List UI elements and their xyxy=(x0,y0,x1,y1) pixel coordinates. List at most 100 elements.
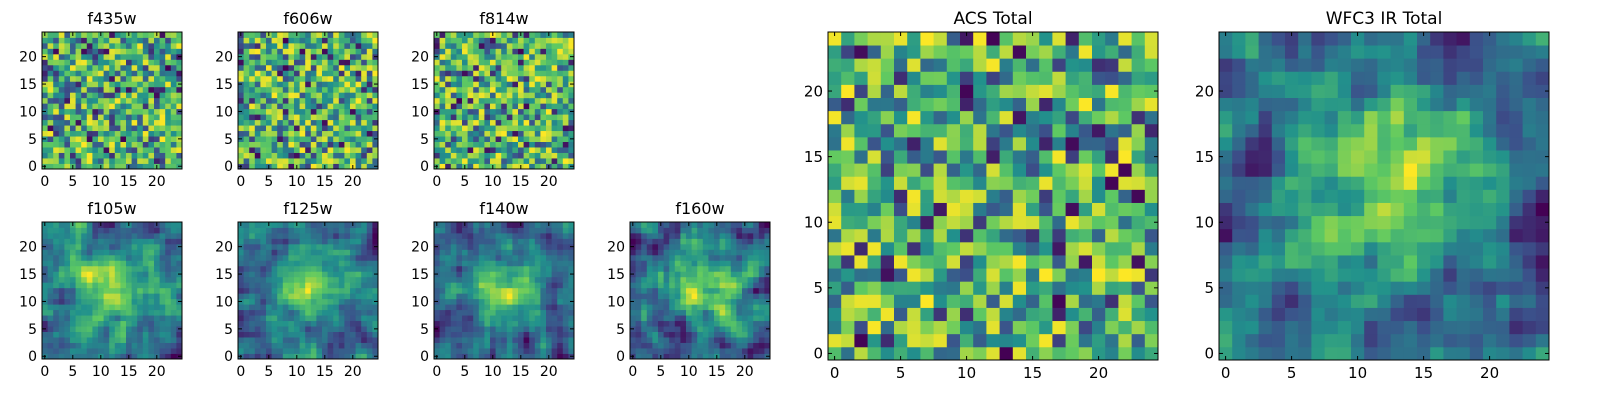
heatmap-cell xyxy=(243,353,250,360)
heatmap-cell xyxy=(316,243,323,250)
heatmap-cell xyxy=(243,238,250,245)
heatmap-cell xyxy=(730,243,737,250)
heatmap-cell xyxy=(277,32,284,38)
heatmap-cell xyxy=(546,315,552,322)
heatmap-cell xyxy=(880,294,895,308)
heatmap-cell xyxy=(249,287,256,294)
heatmap-cell xyxy=(635,320,642,327)
heatmap-cell xyxy=(986,268,1000,282)
heatmap-cell xyxy=(484,70,491,77)
heatmap-cell xyxy=(551,265,558,272)
heatmap-cell xyxy=(473,130,480,137)
heatmap-cell xyxy=(551,293,558,300)
heatmap-cell xyxy=(529,37,536,44)
heatmap-cell xyxy=(75,249,82,256)
heatmap-cell xyxy=(338,141,345,148)
heatmap-cell xyxy=(254,103,261,110)
heatmap-cell xyxy=(562,97,569,104)
heatmap-cell xyxy=(501,81,508,88)
heatmap-cell xyxy=(445,331,452,338)
heatmap-cell xyxy=(42,315,48,322)
heatmap-cell xyxy=(170,75,177,82)
heatmap-cell xyxy=(98,48,104,55)
heatmap-cell xyxy=(58,70,65,77)
heatmap-cell xyxy=(557,130,564,137)
heatmap-cell xyxy=(999,268,1014,282)
heatmap-cell xyxy=(439,75,446,82)
heatmap-cell xyxy=(305,163,312,170)
heatmap-cell xyxy=(646,326,653,332)
heatmap-cell xyxy=(344,114,351,121)
heatmap-cell xyxy=(506,59,513,66)
heatmap-cell xyxy=(64,48,71,55)
heatmap-cell xyxy=(506,97,513,104)
heatmap-cell xyxy=(730,304,737,311)
heatmap-cell xyxy=(355,260,362,267)
heatmap-cell xyxy=(131,103,138,110)
heatmap-cell xyxy=(686,320,692,327)
heatmap-cell xyxy=(322,53,328,60)
heatmap-cell xyxy=(64,86,71,93)
heatmap-cell xyxy=(53,114,60,121)
heatmap-cell xyxy=(445,108,452,115)
heatmap-cell xyxy=(137,232,144,239)
heatmap-cell xyxy=(131,108,138,115)
heatmap-cell xyxy=(366,125,373,132)
heatmap-cell xyxy=(708,315,715,322)
heatmap-cell xyxy=(512,243,519,250)
heatmap-cell xyxy=(120,326,127,332)
heatmap-cell xyxy=(439,222,446,228)
heatmap-cell xyxy=(478,136,485,142)
heatmap-cell xyxy=(372,119,379,126)
heatmap-cell xyxy=(490,287,496,294)
heatmap-cell xyxy=(344,158,351,164)
heatmap-cell xyxy=(355,320,362,327)
heatmap-cell xyxy=(170,64,177,71)
heatmap-cell xyxy=(316,331,323,338)
heatmap-cell xyxy=(322,119,328,126)
heatmap-cell xyxy=(562,48,569,55)
heatmap-cell xyxy=(467,37,474,44)
heatmap-cell xyxy=(973,333,987,348)
heatmap-cell xyxy=(282,249,289,256)
heatmap-cell xyxy=(75,298,82,305)
heatmap-cell xyxy=(86,348,93,354)
heatmap-cell xyxy=(758,260,765,267)
heatmap-cell xyxy=(277,298,284,305)
heatmap-cell xyxy=(691,353,698,360)
heatmap-cell xyxy=(355,103,362,110)
heatmap-cell xyxy=(266,114,272,121)
heatmap-cell xyxy=(361,64,368,71)
heatmap-cell xyxy=(753,326,760,332)
heatmap-cell xyxy=(501,331,508,338)
heatmap-cell xyxy=(131,238,138,245)
heatmap-cell xyxy=(714,298,720,305)
heatmap-cell xyxy=(960,163,974,177)
heatmap-cell xyxy=(986,333,1000,348)
heatmap-cell xyxy=(70,70,76,77)
heatmap-cell xyxy=(148,130,155,137)
heatmap-cell xyxy=(53,326,60,332)
heatmap-cell xyxy=(540,249,547,256)
heatmap-cell xyxy=(53,315,60,322)
heatmap-cell xyxy=(540,147,547,153)
heatmap-cell xyxy=(271,64,278,71)
heatmap-cell xyxy=(333,353,340,360)
heatmap-cell xyxy=(546,152,552,159)
heatmap-cell xyxy=(540,59,547,66)
heatmap-cell xyxy=(355,249,362,256)
heatmap-cell xyxy=(501,265,508,272)
heatmap-cell xyxy=(148,48,155,55)
heatmap-cell xyxy=(372,147,379,153)
heatmap-cell xyxy=(557,309,564,316)
heatmap-cell xyxy=(529,130,536,137)
heatmap-cell xyxy=(120,97,127,104)
heatmap-cell xyxy=(1092,189,1106,203)
heatmap-cell xyxy=(680,249,687,256)
heatmap-cell xyxy=(456,315,463,322)
heatmap-cell xyxy=(355,42,362,49)
heatmap-cell xyxy=(243,342,250,349)
heatmap-cell xyxy=(170,92,177,99)
heatmap-cell xyxy=(154,260,160,267)
heatmap-cell xyxy=(546,114,552,121)
